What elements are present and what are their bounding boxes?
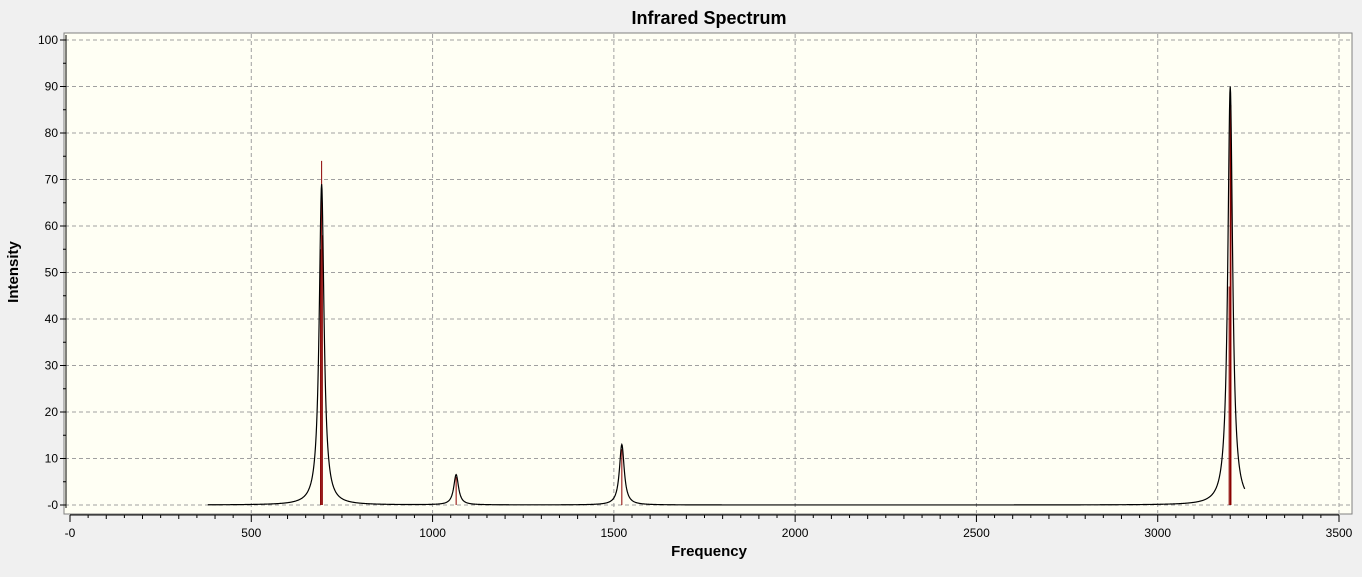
chart-title: Infrared Spectrum — [631, 8, 786, 28]
y-axis-label: Intensity — [5, 241, 22, 303]
y-tick-label: 60 — [45, 219, 59, 233]
y-tick-label: 80 — [45, 126, 59, 140]
y-tick-label: 30 — [45, 359, 59, 373]
x-axis-label: Frequency — [671, 543, 748, 560]
x-tick-label: 3000 — [1144, 526, 1171, 540]
x-tick-label: 2500 — [963, 526, 990, 540]
y-tick-label: 100 — [38, 33, 58, 47]
stick-layer — [320, 91, 1232, 505]
y-tick-label: 10 — [45, 452, 59, 466]
spectrum-line — [207, 86, 1246, 506]
x-tick-label: 1000 — [419, 526, 446, 540]
y-tick-label: -0 — [47, 498, 58, 512]
y-tick-label: 50 — [45, 266, 59, 280]
y-tick-label: 20 — [45, 405, 59, 419]
x-tick-label: 500 — [241, 526, 261, 540]
x-tick-label: 1500 — [601, 526, 628, 540]
x-tick-label: -0 — [65, 526, 76, 540]
x-tick-label: 3500 — [1326, 526, 1353, 540]
y-tick-label: 70 — [45, 173, 59, 187]
y-tick-label: 90 — [45, 80, 59, 94]
axis-layer: -0 10 20 30 40 50 60 70 80 90 100 -0 500 1000 1500 2000… — [38, 33, 1353, 540]
y-tick-label: 40 — [45, 312, 59, 326]
plot-area[interactable] — [63, 32, 1353, 515]
x-tick-label: 2000 — [782, 526, 809, 540]
